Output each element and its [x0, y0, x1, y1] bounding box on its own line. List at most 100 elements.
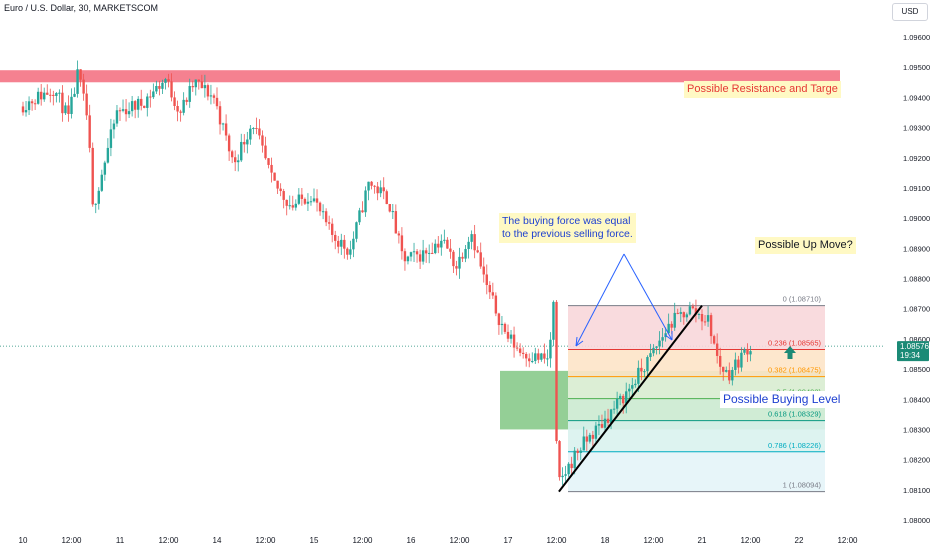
candle-body — [621, 395, 625, 404]
candle-body — [749, 351, 752, 355]
x-tick-label: 12:00 — [740, 536, 761, 545]
candle-body — [279, 188, 282, 192]
candle-body — [243, 141, 246, 145]
candle-body — [612, 408, 616, 410]
candle-body — [118, 110, 122, 112]
candle-body — [346, 248, 349, 255]
candle-body — [21, 106, 25, 113]
buying-force-line1: The buying force was equal — [502, 215, 631, 227]
candle-body — [473, 234, 476, 251]
candle-body — [112, 123, 116, 130]
candle-body — [76, 69, 79, 94]
candle-body — [373, 185, 376, 187]
candle-body — [712, 336, 716, 344]
candle-body — [191, 86, 194, 88]
x-tick-label: 22 — [795, 536, 804, 545]
candle-body — [488, 285, 492, 293]
candle-body — [452, 251, 455, 267]
candle-body — [270, 164, 273, 173]
force-arrow-right-head — [664, 331, 673, 341]
x-tick-label: 12:00 — [837, 536, 858, 545]
candle-body — [500, 323, 504, 326]
candle-body — [640, 367, 643, 372]
candle-body — [388, 204, 391, 212]
force-arrow-right — [623, 253, 673, 341]
candle-body — [579, 450, 582, 453]
x-tick-label: 12:00 — [255, 536, 276, 545]
candle-body — [170, 81, 173, 98]
candle-body — [143, 105, 146, 108]
candle-body — [315, 198, 319, 203]
candle-body — [30, 101, 34, 104]
candle-body — [282, 191, 285, 200]
candle-body — [215, 97, 219, 107]
candle-body — [261, 135, 264, 146]
candle-body — [631, 385, 634, 389]
candle-body — [431, 252, 434, 254]
candle-body — [109, 129, 113, 148]
currency-button[interactable]: USD — [892, 3, 928, 21]
candle-body — [85, 93, 88, 116]
x-tick-label: 18 — [601, 536, 610, 545]
candle-body — [615, 398, 619, 409]
y-tick-label: 1.08500 — [903, 365, 930, 374]
candle-body — [515, 347, 519, 349]
fib-band — [568, 349, 825, 377]
candle-body — [200, 81, 204, 89]
candle-body — [334, 234, 337, 241]
candle-body — [746, 349, 749, 355]
candle-body — [546, 358, 549, 360]
candle-body — [197, 79, 201, 82]
candle-body — [576, 450, 579, 453]
candle-body — [94, 203, 97, 205]
candle-body — [700, 314, 704, 322]
candle-body — [494, 295, 498, 314]
candle-body — [549, 339, 552, 359]
resistance-zone — [0, 70, 840, 83]
candle-body — [737, 359, 740, 368]
candle-body — [376, 186, 379, 194]
candle-body — [127, 111, 131, 115]
candle-body — [70, 96, 73, 114]
candle-body — [203, 85, 207, 89]
candle-body — [249, 128, 252, 140]
candle-body — [725, 370, 728, 372]
up-arrow-icon — [784, 346, 796, 359]
fib-level-label: 0.382 (1.08475) — [768, 366, 821, 375]
candle-body — [728, 370, 731, 381]
x-tick-label: 12:00 — [546, 536, 567, 545]
candle-body — [715, 343, 719, 356]
candle-body — [427, 252, 431, 254]
candle-body — [652, 347, 655, 354]
candle-body — [555, 301, 558, 442]
candle-body — [443, 239, 446, 241]
x-tick-label: 14 — [213, 536, 222, 545]
buying-force-note: The buying force was equal to the previo… — [499, 213, 636, 243]
candle-body — [570, 463, 573, 469]
x-tick-label: 21 — [698, 536, 707, 545]
candle-body — [88, 115, 91, 148]
price-tag-countdown: 19:34 — [900, 351, 921, 360]
candle-body — [218, 106, 222, 125]
candle-body — [406, 256, 410, 262]
candle-body — [161, 82, 164, 89]
fib-band — [568, 451, 825, 492]
candle-body — [103, 162, 107, 175]
candle-body — [609, 409, 613, 423]
candle-body — [330, 223, 334, 235]
x-tick-label: 11 — [116, 536, 125, 545]
candle-body — [391, 211, 395, 213]
candle-body — [528, 358, 531, 362]
candle-body — [409, 252, 413, 257]
candle-body — [434, 243, 437, 254]
candle-body — [464, 249, 467, 259]
candle-body — [479, 252, 482, 267]
candle-body — [39, 91, 43, 100]
x-tick-label: 12:00 — [61, 536, 82, 545]
candle-body — [82, 79, 85, 94]
candle-body — [661, 337, 664, 341]
candle-body — [506, 331, 510, 339]
candle-body — [658, 340, 661, 347]
candle-body — [130, 101, 134, 112]
candle-body — [352, 238, 355, 250]
